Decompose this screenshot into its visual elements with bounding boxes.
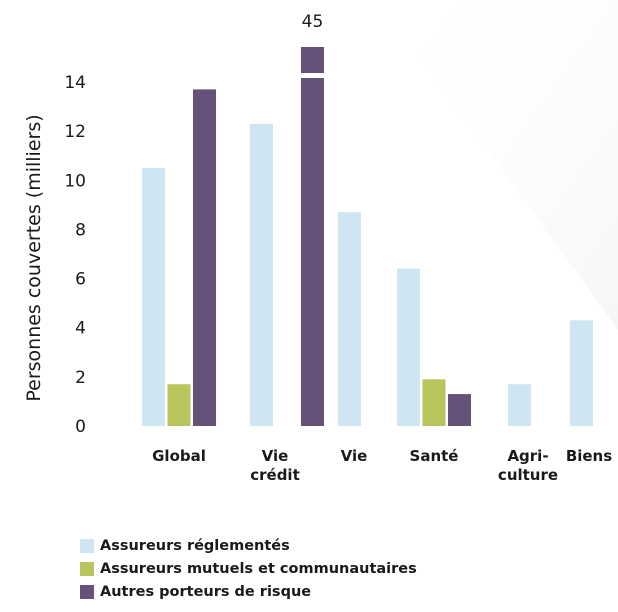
y-tick-label: 4 xyxy=(75,319,86,339)
y-tick-label: 0 xyxy=(75,417,86,437)
bar xyxy=(397,268,420,426)
legend-label: Assureurs mutuels et communautaires xyxy=(100,560,417,577)
y-tick-label: 6 xyxy=(75,270,86,290)
bar xyxy=(193,89,216,427)
legend-item: Autres porteurs de risque xyxy=(80,580,417,603)
bar xyxy=(570,320,593,426)
legend-swatch xyxy=(80,538,94,553)
x-tick-label: Biens xyxy=(566,447,612,465)
bar-chart: Personnes couvertes (milliers) 0 2 4 6 8 10 12… xyxy=(23,0,618,484)
background-sheen xyxy=(380,0,618,330)
legend-label: Autres porteurs de risque xyxy=(100,583,312,600)
y-axis-label: Personnes couvertes (milliers) xyxy=(23,114,45,401)
bar xyxy=(167,384,191,426)
x-tick-label: Vie xyxy=(341,447,368,465)
y-tick-label: 8 xyxy=(75,220,86,240)
legend-label: Assureurs réglementés xyxy=(100,537,290,554)
bar xyxy=(301,47,324,426)
x-tick-label: Agri-culture xyxy=(498,447,558,484)
bar xyxy=(448,394,471,426)
bar-value-label: 45 xyxy=(302,12,324,32)
x-tick-label: Santé xyxy=(410,447,459,465)
x-tick-label: Vie crédit xyxy=(250,447,300,484)
bar xyxy=(250,123,273,426)
bar xyxy=(508,384,531,426)
x-tick-label: Global xyxy=(152,447,206,465)
y-tick-label: 10 xyxy=(64,171,86,191)
legend-swatch xyxy=(80,561,94,576)
y-tick-label: 12 xyxy=(64,122,86,142)
legend-item: Assureurs mutuels et communautaires xyxy=(80,557,417,580)
legend-swatch xyxy=(80,584,94,599)
legend: Assureurs réglementés Assureurs mutuels e… xyxy=(80,534,417,603)
y-tick-label: 14 xyxy=(64,73,86,93)
bar xyxy=(338,212,361,426)
legend-item: Assureurs réglementés xyxy=(80,534,417,557)
y-tick-label: 2 xyxy=(75,368,86,388)
bar xyxy=(422,379,446,426)
bar xyxy=(142,168,165,426)
axis-break-gap xyxy=(300,73,325,78)
